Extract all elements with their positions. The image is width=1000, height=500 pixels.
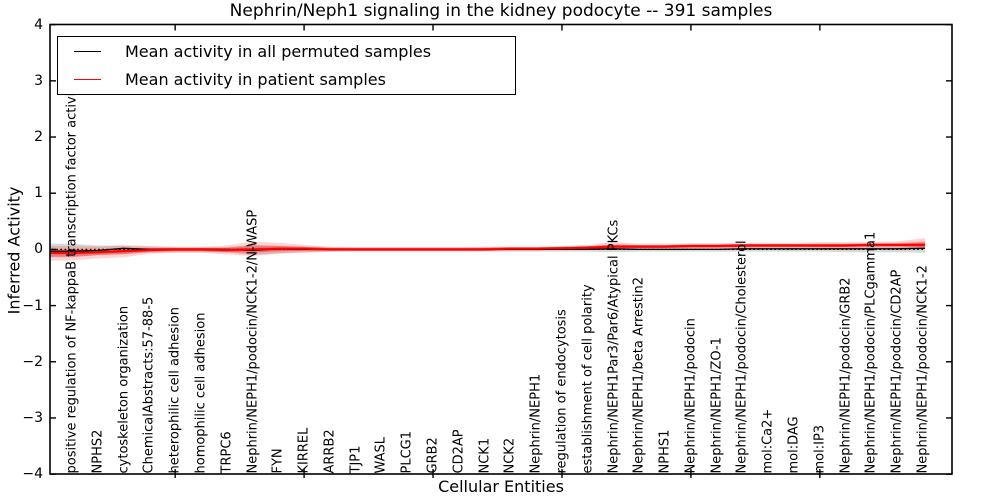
y-tick-label: −2 — [22, 353, 43, 370]
legend: Mean activity in all permuted samples Me… — [57, 36, 516, 95]
x-category-label: CD2AP — [451, 428, 467, 473]
x-category-label: WASL — [373, 436, 389, 473]
x-category-label: NCK2 — [502, 437, 518, 473]
y-tick-label: −3 — [22, 409, 43, 426]
y-tick-label: 0 — [34, 241, 43, 258]
x-category-label: Nephrin/NEPH1/podocin/PLCgamma1 — [863, 231, 879, 473]
y-tick-label: 3 — [34, 72, 43, 89]
x-category-label: mol:DAG — [786, 415, 802, 473]
y-tick-label: 1 — [34, 185, 43, 202]
legend-label: Mean activity in patient samples — [125, 70, 386, 90]
x-category-label: NPHS1 — [657, 429, 673, 473]
x-category-label: Nephrin/NEPH1/podocin/NCK1-2/N-WASP — [245, 209, 261, 473]
x-category-label: GRB2 — [425, 436, 441, 473]
y-tick-label: 4 — [34, 16, 43, 33]
x-category-label: Nephrin/NEPH1/podocin/Cholesterol — [734, 239, 750, 473]
x-category-label: Nephrin/NEPH1/podocin/NCK1-2 — [915, 264, 931, 473]
x-category-label: ARRB2 — [322, 428, 338, 473]
patient-mean-line — [50, 243, 925, 254]
y-tick-label: 2 — [34, 129, 43, 146]
x-category-label: ChemicalAbstracts:57-88-5 — [141, 296, 157, 473]
x-category-label: Nephrin/NEPH1/podocin — [683, 317, 699, 473]
chart-title: Nephrin/Neph1 signaling in the kidney po… — [229, 1, 773, 21]
permuted-line-sample-icon — [74, 50, 101, 52]
x-category-label: homophilic cell adhesion — [193, 312, 209, 473]
legend-item-permuted: Mean activity in all permuted samples — [58, 38, 515, 64]
y-tick-label: −1 — [22, 297, 43, 314]
x-category-label: heterophilic cell adhesion — [167, 306, 183, 474]
x-category-label: TRPC6 — [219, 430, 235, 473]
x-category-label: mol:IP3 — [812, 424, 828, 473]
x-category-label: cytoskeleton organization — [116, 305, 132, 473]
legend-label: Mean activity in all permuted samples — [125, 41, 432, 61]
x-category-label: Nephrin/NEPH1/ZO-1 — [709, 336, 725, 473]
x-category-label: NPHS2 — [90, 429, 106, 473]
y-tick-label: −4 — [22, 466, 43, 483]
x-category-label: regulation of endocytosis — [554, 308, 570, 473]
x-category-label: Nephrin/NEPH1/beta Arrestin2 — [631, 276, 647, 474]
x-category-label: KIRREL — [296, 427, 312, 473]
x-category-label: Nephrin/NEPH1Par3/Par6/Atypical PKCs — [606, 219, 622, 473]
x-category-label: establishment of cell polarity — [580, 283, 596, 473]
x-category-label: FYN — [270, 447, 286, 473]
x-category-label: Nephrin/NEPH1/podocin/GRB2 — [838, 276, 854, 473]
x-category-label: NCK1 — [477, 437, 493, 473]
x-axis-label: Cellular Entities — [438, 477, 564, 496]
x-category-label: positive regulation of NF-kappaB transcr… — [64, 79, 80, 473]
x-category-label: PLCG1 — [399, 430, 415, 473]
legend-item-patient: Mean activity in patient samples — [58, 67, 515, 93]
x-category-label: Nephrin/NEPH1/podocin/CD2AP — [889, 269, 905, 473]
x-category-label: TJP1 — [348, 445, 364, 473]
x-category-label: Nephrin/NEPH1 — [528, 373, 544, 473]
x-category-label: mol:Ca2+ — [760, 408, 776, 473]
patient-line-sample-icon — [74, 79, 101, 81]
